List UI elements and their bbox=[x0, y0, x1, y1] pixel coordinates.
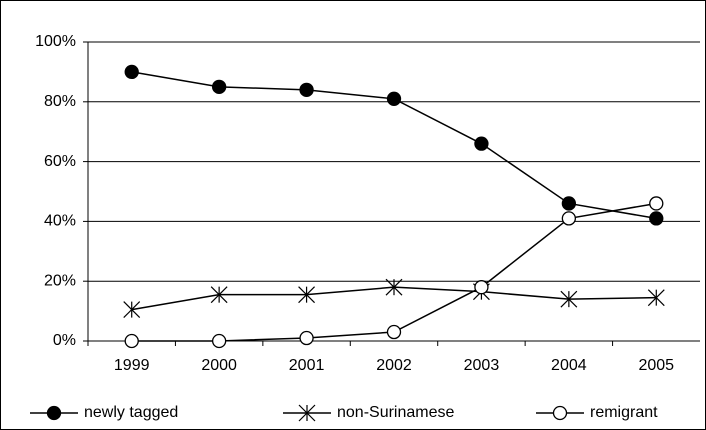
marker-star bbox=[298, 404, 316, 422]
legend-label: remigrant bbox=[590, 404, 658, 421]
y-tick-label: 40% bbox=[44, 213, 76, 230]
marker-filled-circle bbox=[386, 91, 402, 106]
marker-star bbox=[210, 286, 228, 304]
marker-open-circle bbox=[124, 333, 139, 349]
legend-label: newly tagged bbox=[84, 404, 178, 421]
marker-open-circle bbox=[299, 330, 314, 346]
y-tick-label: 100% bbox=[35, 33, 76, 50]
marker-star bbox=[123, 301, 141, 319]
x-tick-label: 2002 bbox=[376, 357, 412, 374]
legend-label: non-Surinamese bbox=[337, 404, 455, 421]
marker-open-circle bbox=[561, 211, 577, 226]
marker-filled-circle bbox=[46, 405, 62, 421]
marker-filled-circle bbox=[649, 211, 664, 226]
marker-filled-circle bbox=[211, 79, 227, 94]
marker-open-circle bbox=[552, 405, 568, 421]
marker-open-circle bbox=[474, 280, 489, 295]
marker-filled-circle bbox=[474, 136, 489, 151]
marker-open-circle bbox=[211, 333, 227, 349]
x-tick-label: 2001 bbox=[289, 357, 325, 374]
x-tick-label: 2003 bbox=[464, 357, 500, 374]
marker-open-circle bbox=[649, 196, 664, 211]
x-tick-label: 2004 bbox=[551, 357, 587, 374]
marker-filled-circle bbox=[561, 196, 577, 211]
x-tick-label: 2005 bbox=[638, 357, 674, 374]
marker-filled-circle bbox=[124, 64, 139, 80]
x-tick-label: 2000 bbox=[201, 357, 237, 374]
y-tick-label: 0% bbox=[53, 332, 76, 349]
y-tick-label: 60% bbox=[44, 153, 76, 170]
marker-filled-circle bbox=[299, 82, 314, 97]
marker-star bbox=[298, 286, 315, 304]
marker-star bbox=[385, 278, 403, 296]
marker-open-circle bbox=[386, 324, 402, 340]
y-tick-label: 20% bbox=[44, 272, 76, 289]
y-tick-label: 80% bbox=[44, 93, 76, 110]
marker-star bbox=[560, 290, 578, 308]
marker-star bbox=[647, 289, 665, 307]
x-tick-label: 1999 bbox=[114, 357, 150, 374]
